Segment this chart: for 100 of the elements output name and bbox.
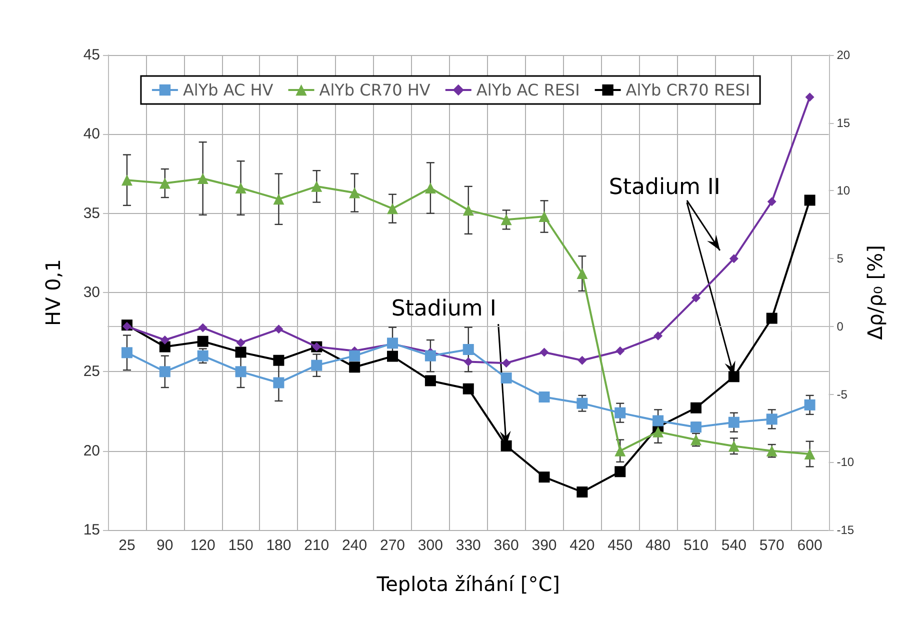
point	[198, 323, 208, 332]
y2-tick-label: 10	[836, 184, 850, 198]
point	[424, 350, 436, 362]
legend-label: AlYb AC HV	[182, 80, 274, 100]
point	[160, 336, 170, 344]
x-tick-label: 330	[456, 537, 481, 554]
point	[766, 414, 778, 425]
x-tick-label: 180	[266, 537, 292, 554]
x-tick-label: 600	[797, 537, 822, 554]
point	[121, 347, 132, 358]
point	[159, 341, 170, 352]
point	[614, 466, 626, 478]
point	[614, 407, 626, 418]
point	[197, 350, 208, 362]
point	[616, 346, 625, 356]
point	[159, 366, 170, 378]
legend-label: AlYb CR70 HV	[319, 80, 430, 100]
point	[690, 402, 702, 414]
point	[387, 203, 398, 214]
point	[311, 360, 322, 371]
point	[311, 180, 322, 192]
point	[273, 354, 284, 366]
point	[235, 182, 246, 194]
point	[500, 440, 512, 452]
x-tick-label: 240	[342, 537, 368, 554]
point	[500, 214, 512, 226]
point	[804, 399, 816, 410]
y-tick-label: 35	[83, 204, 100, 222]
y2-axis-title: Δρ/ρ₀ [%]	[863, 245, 887, 340]
point	[652, 415, 664, 426]
x-tick-label: 270	[380, 537, 406, 554]
y-tick-label: 25	[83, 363, 100, 380]
point	[349, 187, 360, 198]
y-tick-label: 15	[83, 522, 100, 538]
point	[464, 357, 473, 366]
x-tick-label: 25	[118, 537, 136, 554]
y-tick-label: 30	[83, 284, 100, 301]
annotation: Stadium II	[608, 174, 720, 200]
x-tick-label: 480	[646, 537, 671, 554]
y2-tick-label: 15	[836, 116, 850, 130]
point	[614, 445, 626, 456]
point	[273, 194, 284, 205]
y-tick-label: 20	[83, 442, 100, 460]
point	[540, 348, 549, 357]
point	[578, 356, 587, 365]
point	[576, 268, 588, 279]
point	[462, 344, 474, 355]
x-tick-label: 390	[532, 537, 557, 554]
point	[349, 350, 360, 362]
point	[387, 350, 398, 362]
point	[538, 392, 550, 402]
y-axis-title: HV 0,1	[41, 259, 65, 326]
x-tick-label: 90	[156, 537, 174, 554]
point	[538, 472, 550, 483]
point	[728, 416, 740, 428]
point	[728, 440, 740, 452]
y2-tick-label: 0	[836, 319, 844, 334]
point	[197, 336, 208, 347]
point	[804, 194, 816, 206]
x-tick-label: 120	[190, 537, 216, 554]
x-tick-label: 450	[608, 537, 633, 554]
point	[691, 293, 700, 302]
point	[236, 338, 246, 348]
point	[424, 375, 436, 386]
point	[462, 383, 474, 394]
x-tick-label: 570	[759, 537, 784, 554]
point	[121, 174, 132, 186]
point	[159, 178, 170, 189]
point	[654, 331, 663, 340]
x-tick-label: 210	[304, 537, 330, 554]
point	[652, 426, 664, 438]
point	[576, 398, 588, 409]
point	[805, 92, 814, 102]
point	[766, 312, 778, 324]
y2-tick-label: 20	[836, 48, 850, 62]
point	[728, 371, 740, 382]
annotation: Stadium I	[391, 296, 496, 322]
point	[424, 182, 436, 194]
point	[235, 366, 246, 378]
point	[538, 211, 550, 222]
x-tick-label: 510	[683, 537, 708, 554]
point	[349, 362, 360, 373]
point	[502, 358, 511, 368]
x-tick-label: 150	[228, 537, 254, 554]
point	[804, 448, 816, 460]
point	[235, 346, 246, 358]
point	[576, 486, 588, 498]
x-tick-label: 360	[494, 537, 519, 554]
legend-label: AlYb CR70 RESI	[626, 80, 750, 100]
point	[767, 197, 776, 206]
x-tick-label: 420	[570, 537, 595, 554]
y2-tick-label: -15	[836, 523, 854, 537]
x-axis-title: Teplota žíhání [°C]	[376, 572, 560, 596]
point	[274, 324, 284, 334]
point	[729, 254, 738, 264]
point	[197, 173, 208, 184]
y2-tick-label: 5	[836, 252, 844, 266]
legend-label: AlYb AC RESI	[476, 80, 580, 100]
y-tick-label: 40	[83, 126, 100, 143]
point	[273, 377, 284, 388]
